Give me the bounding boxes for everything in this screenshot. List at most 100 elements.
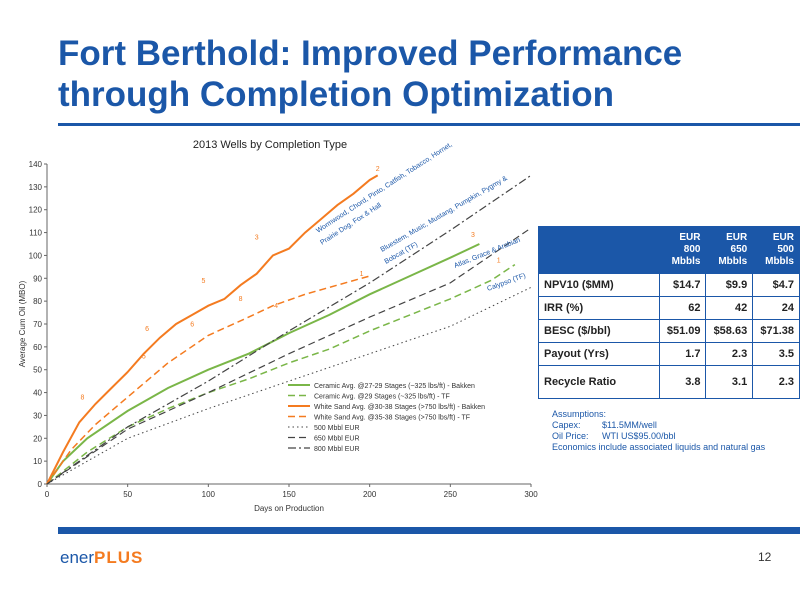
economics-table: EUR 800 Mbbls EUR 650 Mbbls EUR 500 Mbbl… [538, 226, 800, 399]
logo-text-plus: PLUS [94, 548, 144, 567]
y-tick-label: 130 [29, 183, 43, 192]
enerplus-logo: enerPLUS [60, 548, 143, 568]
slide-title-line2: through Completion Optimization [58, 75, 615, 114]
y-tick-label: 140 [29, 160, 43, 169]
x-tick-label: 200 [363, 490, 377, 499]
y-tick-label: 80 [33, 297, 42, 306]
legend-label-4: White Sand Avg. @35-38 Stages (>750 lbs/… [314, 415, 470, 422]
cell-value: $58.63 [705, 319, 754, 343]
oil-price-row: Oil Price: WTI US$95.00/bbl [552, 431, 765, 442]
title-divider [58, 123, 800, 126]
assumptions-heading: Assumptions: [552, 409, 607, 419]
table-header-blank [538, 226, 660, 274]
y-tick-label: 70 [33, 320, 42, 329]
well-count-label: 4 [274, 303, 278, 310]
economics-note: Economics include associated liquids and… [552, 442, 766, 452]
well-count-label: 8 [239, 296, 243, 303]
oil-price-label: Oil Price: [552, 431, 589, 441]
row-label: Payout (Yrs) [538, 342, 660, 366]
well-count-label: 6 [145, 326, 149, 333]
y-tick-label: 110 [29, 229, 42, 238]
annotation-atlas: Atlas, Grace & Arabian [453, 237, 521, 270]
well-count-label: 3 [471, 232, 475, 239]
row-label: BESC ($/bbl) [538, 319, 660, 343]
cell-value: 3.5 [752, 342, 800, 366]
table-row: NPV10 ($MM) $14.7 $9.9 $4.7 [538, 273, 800, 297]
x-tick-label: 50 [123, 490, 132, 499]
annotation-bluestem-line1: Bluestem, Music, Mustang, Pumpkin, Pygmy… [380, 175, 509, 254]
cell-value: $4.7 [752, 273, 800, 297]
series-line-3 [46, 174, 379, 485]
well-count-label: 5 [142, 353, 146, 360]
x-axis-label: Days on Production [254, 504, 324, 513]
annotation-calypso: Calypso (TF) [486, 272, 526, 292]
well-count-label: 8 [81, 394, 85, 401]
table-header-row: EUR 800 Mbbls EUR 650 Mbbls EUR 500 Mbbl… [538, 226, 800, 274]
cell-value: $71.38 [752, 319, 800, 343]
capex-row: Capex: $11.5MM/well [552, 420, 765, 431]
legend-label-3: White Sand Avg. @30-38 Stages (>750 lbs/… [314, 404, 485, 411]
table-header-eur500: EUR 500 Mbbls [752, 226, 800, 274]
x-tick-label: 300 [524, 490, 538, 499]
well-count-label: 1 [360, 271, 364, 278]
x-tick-label: 100 [202, 490, 216, 499]
legend-label-7: 800 Mbbl EUR [314, 446, 360, 453]
series-line-4 [46, 275, 370, 485]
cell-value: 3.1 [705, 365, 754, 399]
cell-value: 1.7 [658, 342, 707, 366]
x-tick-label: 150 [282, 490, 296, 499]
series-line-7 [46, 174, 532, 485]
cell-value: $51.09 [658, 319, 707, 343]
series-line-6 [46, 227, 532, 485]
cell-value: $9.9 [705, 273, 754, 297]
table-row: Payout (Yrs) 1.7 2.3 3.5 [538, 342, 800, 366]
table-header-eur800: EUR 800 Mbbls [658, 226, 707, 274]
x-tick-label: 250 [444, 490, 458, 499]
cell-value: 3.8 [658, 365, 707, 399]
legend-label-5: 500 Mbbl EUR [314, 425, 360, 432]
row-label: IRR (%) [538, 296, 660, 320]
y-tick-label: 10 [33, 457, 42, 466]
y-tick-label: 40 [33, 389, 42, 398]
row-label: Recycle Ratio [538, 365, 660, 399]
y-tick-label: 60 [33, 343, 42, 352]
cell-value: 2.3 [752, 365, 800, 399]
well-count-label: 3 [255, 234, 259, 241]
y-tick-label: 120 [29, 206, 43, 215]
slide-title: Fort Berthold: Improved Performance thro… [58, 33, 788, 115]
slide-title-line1: Fort Berthold: Improved Performance [58, 34, 683, 73]
well-count-label: 1 [497, 257, 501, 264]
logo-text-ener: ener [60, 548, 95, 567]
well-count-label: 6 [190, 321, 194, 328]
table-row: IRR (%) 62 42 24 [538, 296, 800, 320]
capex-label: Capex: [552, 420, 581, 430]
page-number: 12 [758, 550, 772, 564]
table-row: BESC ($/bbl) $51.09 $58.63 $71.38 [538, 319, 800, 343]
footer-divider [58, 527, 800, 534]
cell-value: 24 [752, 296, 800, 320]
assumptions-block: Assumptions: Capex: $11.5MM/well Oil Pric… [552, 409, 765, 453]
chart-title: 2013 Wells by Completion Type [193, 139, 347, 151]
legend-label-1: Ceramic Avg. @27-29 Stages (~325 lbs/ft)… [314, 383, 475, 390]
y-tick-label: 50 [33, 366, 42, 375]
capex-value: $11.5MM/well [602, 420, 657, 430]
table-header-eur650: EUR 650 Mbbls [705, 226, 754, 274]
legend-label-2: Ceramic Avg. @29 Stages (~325 lbs/ft) - … [314, 394, 450, 401]
y-tick-label: 0 [38, 480, 43, 489]
well-count-label: 2 [376, 166, 380, 173]
series-line-1 [46, 243, 480, 485]
oil-price-value: WTI US$95.00/bbl [602, 431, 676, 441]
y-axis-label: Average Cum Oil (MBO) [18, 280, 27, 367]
cell-value: 62 [658, 296, 707, 320]
series-line-2 [46, 263, 516, 485]
y-tick-label: 100 [29, 251, 43, 260]
cell-value: 42 [705, 296, 754, 320]
y-tick-label: 90 [33, 274, 42, 283]
y-tick-label: 30 [33, 411, 42, 420]
cell-value: $14.7 [658, 273, 707, 297]
legend-label-6: 650 Mbbl EUR [314, 436, 360, 443]
x-tick-label: 0 [45, 490, 50, 499]
row-label: NPV10 ($MM) [538, 273, 660, 297]
table-row: Recycle Ratio 3.8 3.1 2.3 [538, 365, 800, 399]
